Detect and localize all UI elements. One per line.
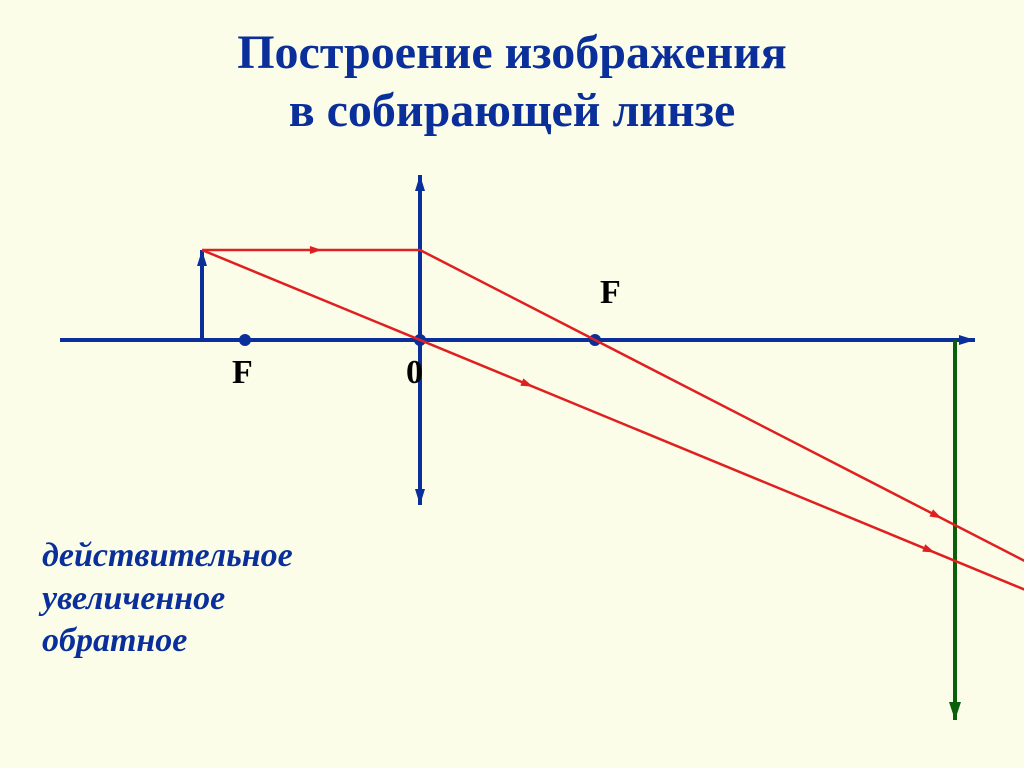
- origin-label: 0: [406, 354, 423, 392]
- caption-line-1: действительное: [42, 535, 293, 578]
- title-line-1: Построение изображения: [0, 24, 1024, 82]
- focal-label-right: F: [600, 274, 621, 312]
- image-properties-caption: действительное увеличенное обратное: [42, 535, 293, 663]
- caption-line-2: увеличенное: [42, 578, 293, 621]
- focal-label-left: F: [232, 354, 253, 392]
- title-line-2: в собирающей линзе: [0, 82, 1024, 140]
- caption-line-3: обратное: [42, 620, 293, 663]
- page-title: Построение изображения в собирающей линз…: [0, 24, 1024, 140]
